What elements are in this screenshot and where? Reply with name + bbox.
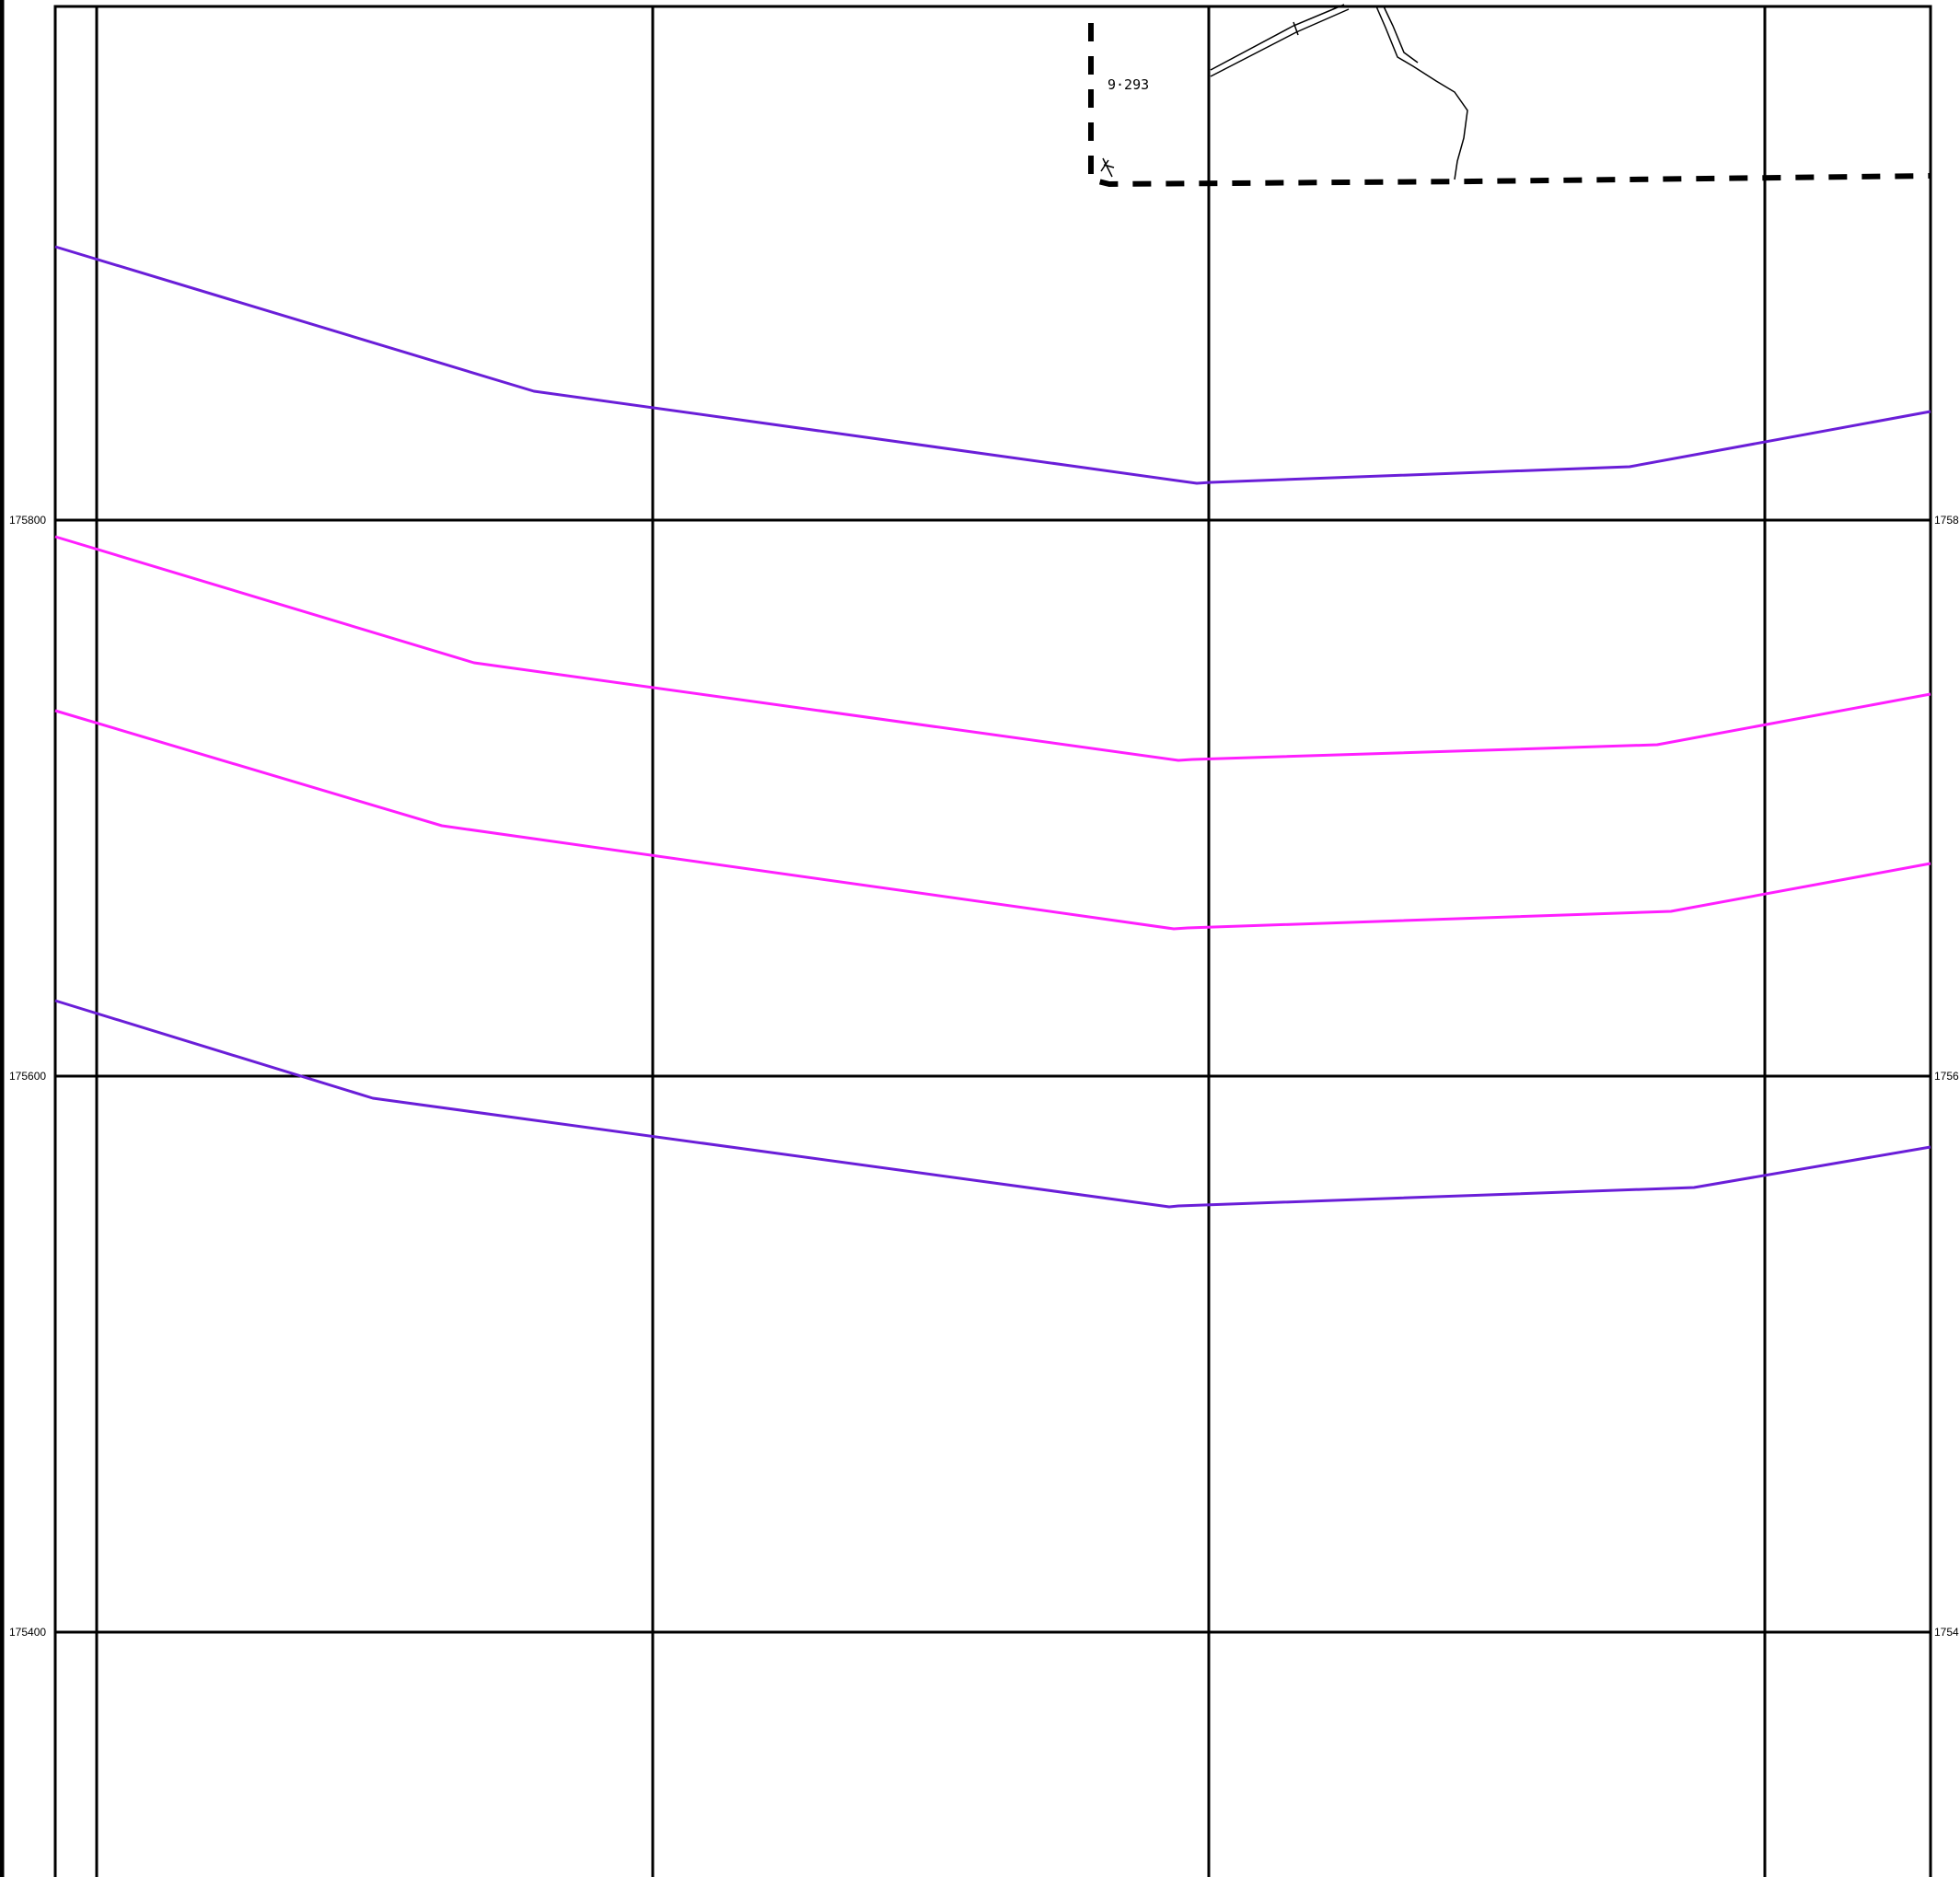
- grid-label-right: 1754: [1934, 1626, 1959, 1639]
- horizontal-grid-lines: [55, 518, 1931, 1634]
- stream-line: [1375, 6, 1468, 180]
- parcel-boundary: [1088, 23, 1931, 188]
- contour-line-inner: [54, 709, 1931, 931]
- contour-line-outer: [54, 999, 1931, 1209]
- contour-lines: [54, 245, 1931, 1209]
- track-tick-icon: [1293, 21, 1299, 36]
- map-frame: [53, 5, 1932, 1877]
- grid-label-right: 1758: [1934, 514, 1959, 527]
- grid-label-left: 175400: [9, 1626, 46, 1639]
- track-line: [1210, 8, 1350, 77]
- grid-label-left: 175800: [9, 514, 46, 527]
- grid-label-right: 1756: [1934, 1070, 1959, 1083]
- contour-line-inner: [54, 535, 1931, 762]
- track-line: [1210, 4, 1345, 71]
- contour-line-outer: [54, 245, 1931, 485]
- parcel-label: 9·293: [1108, 76, 1149, 93]
- survey-mark-icon: [1100, 157, 1115, 178]
- grid-label-left: 175600: [9, 1070, 46, 1083]
- vertical-grid-lines: [95, 6, 1767, 1877]
- stream-line: [1383, 6, 1419, 64]
